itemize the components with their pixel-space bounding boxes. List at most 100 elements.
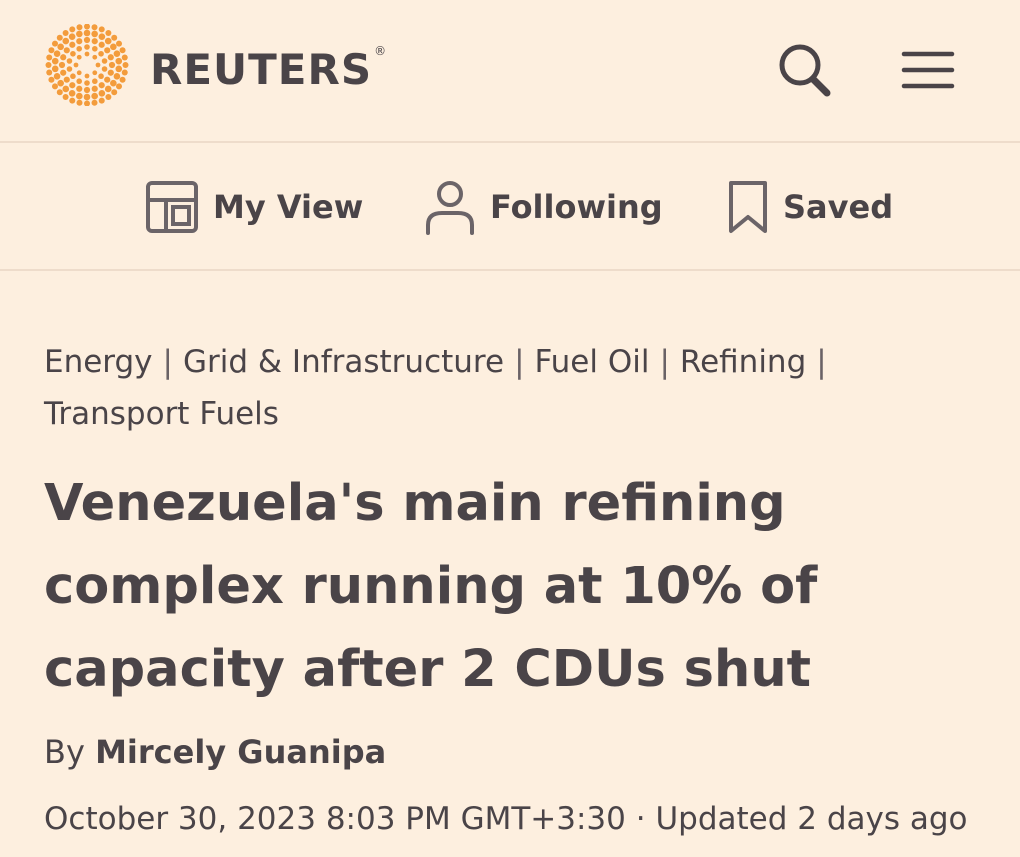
tag-link[interactable]: Refining xyxy=(679,344,807,380)
logo-dot xyxy=(121,69,128,76)
brand-wordmark[interactable]: REUTERS ® xyxy=(150,39,387,96)
logo-dot xyxy=(69,41,76,48)
logo-dot xyxy=(91,24,98,31)
logo-dot xyxy=(119,76,126,83)
logo-dot xyxy=(48,76,55,83)
tag-link[interactable]: Energy xyxy=(44,344,153,380)
logo-dot xyxy=(70,50,76,57)
nav-following[interactable]: Following xyxy=(424,179,663,235)
nav-my-view-label: My View xyxy=(213,188,364,226)
logo-dot xyxy=(76,24,83,31)
logo-dot xyxy=(98,50,104,57)
logo-dot xyxy=(58,61,66,69)
logo-dot xyxy=(76,99,83,106)
logo-dot xyxy=(92,54,98,60)
logo-dot xyxy=(83,93,91,101)
search-icon[interactable] xyxy=(774,40,836,102)
logo-dot xyxy=(91,99,98,106)
logo-dot xyxy=(53,73,61,80)
logo-dot xyxy=(115,57,123,65)
logo-dot xyxy=(115,65,123,73)
tag-link[interactable]: Transport Fuels xyxy=(44,396,279,432)
logo-dot xyxy=(84,51,90,57)
logo-dot xyxy=(84,44,90,50)
logo-dot xyxy=(91,30,98,38)
logo-dot xyxy=(116,83,123,90)
logo-dot xyxy=(57,43,64,51)
logo-dot xyxy=(76,78,82,85)
logo-dot xyxy=(66,66,73,72)
nav-saved-label: Saved xyxy=(783,188,894,226)
logo-dot xyxy=(46,54,53,61)
logo-dot xyxy=(51,40,58,47)
logo-dot xyxy=(105,94,112,101)
author-link[interactable]: Mircely Guanipa xyxy=(95,733,387,771)
hamburger-menu-icon[interactable] xyxy=(898,46,958,94)
nav-my-view[interactable]: My View xyxy=(145,179,363,235)
logo-dot xyxy=(51,83,58,90)
byline-prefix: By xyxy=(44,733,85,771)
tag-link[interactable]: Fuel Oil xyxy=(534,344,650,380)
logo-dot xyxy=(98,82,105,89)
logo-dot xyxy=(56,34,63,41)
logo-dot xyxy=(63,76,70,83)
person-icon xyxy=(426,181,474,235)
logo-dot xyxy=(62,85,70,93)
logo-dot xyxy=(84,100,90,106)
logo-dot xyxy=(110,79,117,87)
tag-separator: | xyxy=(816,344,827,380)
nav-following-label: Following xyxy=(490,188,663,226)
logo-dot xyxy=(108,61,116,69)
logo-dot xyxy=(83,29,91,37)
logo-dot xyxy=(63,47,70,54)
logo-dot xyxy=(76,38,83,45)
site-header: REUTERS ® xyxy=(0,0,1020,143)
logo-dot xyxy=(104,47,111,54)
reuters-logo-icon[interactable] xyxy=(42,24,132,106)
logo-dot xyxy=(48,47,55,54)
logo-dot xyxy=(76,92,83,100)
logo-dot xyxy=(83,36,91,44)
logo-dot xyxy=(98,33,106,40)
logo-dot xyxy=(45,62,52,68)
logo-dot xyxy=(92,70,98,76)
logo-dot xyxy=(122,62,129,68)
logo-dot xyxy=(76,45,82,52)
topic-tags: Energy | Grid & Infrastructure | Fuel Oil | Re… xyxy=(44,336,984,440)
logo-dot xyxy=(104,76,111,83)
logo-dot xyxy=(76,85,83,92)
logo-dot xyxy=(91,38,98,45)
logo-dot xyxy=(76,70,82,76)
logo-dot xyxy=(83,86,91,94)
nav-saved[interactable]: Saved xyxy=(727,179,893,235)
logo-dot xyxy=(107,54,114,61)
logo-dot xyxy=(69,26,76,33)
logo-dot xyxy=(84,24,90,30)
logo-dot xyxy=(60,54,67,61)
logo-dot xyxy=(73,62,79,68)
dateline: October 30, 2023 8:03 PM GMT+3:30 · Upda… xyxy=(44,794,968,844)
logo-dot xyxy=(113,73,121,80)
logo-dot xyxy=(68,90,76,97)
logo-dot xyxy=(92,78,98,85)
tag-separator: | xyxy=(162,344,173,380)
brand-name: REUTERS xyxy=(150,45,373,94)
logo-dot xyxy=(84,80,90,86)
updated-time: Updated 2 days ago xyxy=(655,801,968,837)
logo-dot xyxy=(98,73,104,80)
logo-dot xyxy=(66,58,73,64)
logo-dot xyxy=(111,89,118,96)
logo-dot xyxy=(84,73,90,79)
logo-dot xyxy=(98,41,105,48)
dot-separator: · xyxy=(635,801,646,837)
logo-dot xyxy=(121,54,128,61)
logo-dot xyxy=(53,50,61,57)
logo-dot xyxy=(69,97,76,104)
logo-dot xyxy=(98,90,106,97)
logo-dot xyxy=(69,82,76,89)
logo-dot xyxy=(46,69,53,76)
tag-link[interactable]: Grid & Infrastructure xyxy=(182,344,505,380)
user-nav-bar: My View Following Saved xyxy=(0,143,1020,271)
logo-dot xyxy=(92,45,98,52)
logo-dot xyxy=(62,37,70,45)
